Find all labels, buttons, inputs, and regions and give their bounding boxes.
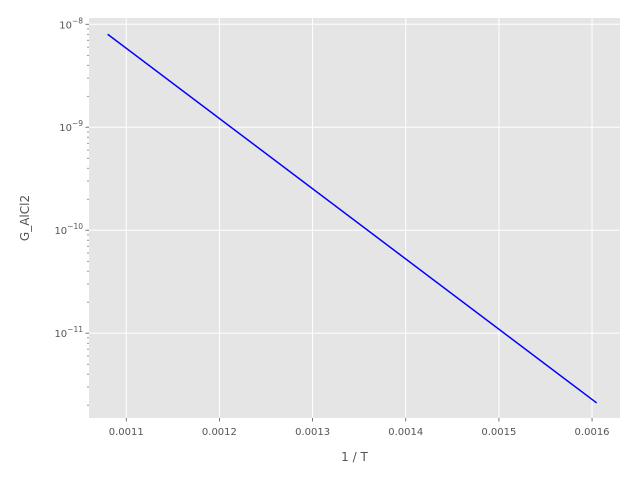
y-tick-label-exponent: −10 [67, 222, 83, 231]
y-tick-label-base: 10 [59, 123, 72, 134]
y-tick-label-base: 10 [54, 329, 67, 340]
y-tick-label: 10−8 [59, 16, 83, 31]
x-tick-label: 0.0014 [388, 427, 423, 438]
y-tick-label-exponent: −11 [67, 325, 83, 334]
y-tick-label-base: 10 [59, 20, 72, 31]
x-tick-label: 0.0012 [202, 427, 237, 438]
x-axis-label: 1 / T [341, 450, 368, 464]
y-tick-label-exponent: −9 [72, 119, 83, 128]
y-tick-label-exponent: −8 [72, 16, 83, 25]
y-tick-label: 10−9 [59, 119, 83, 134]
x-tick-label: 0.0015 [481, 427, 516, 438]
series-line [107, 33, 598, 404]
x-tick-label: 0.0013 [295, 427, 330, 438]
y-minor-ticks [87, 28, 89, 406]
grid-lines [89, 18, 620, 418]
x-tick-label: 0.0011 [109, 427, 144, 438]
y-tick-label: 10−10 [54, 222, 83, 237]
x-tick-label: 0.0016 [575, 427, 610, 438]
y-axis-label: G_AlCl2 [18, 195, 32, 241]
y-tick-label: 10−11 [54, 325, 83, 340]
series-group [107, 33, 598, 404]
x-axis-ticks: 0.0011 0.0012 0.0013 0.0014 0.0015 0.0016 [109, 418, 610, 438]
plot-background [89, 18, 620, 418]
y-tick-label-base: 10 [54, 226, 67, 237]
